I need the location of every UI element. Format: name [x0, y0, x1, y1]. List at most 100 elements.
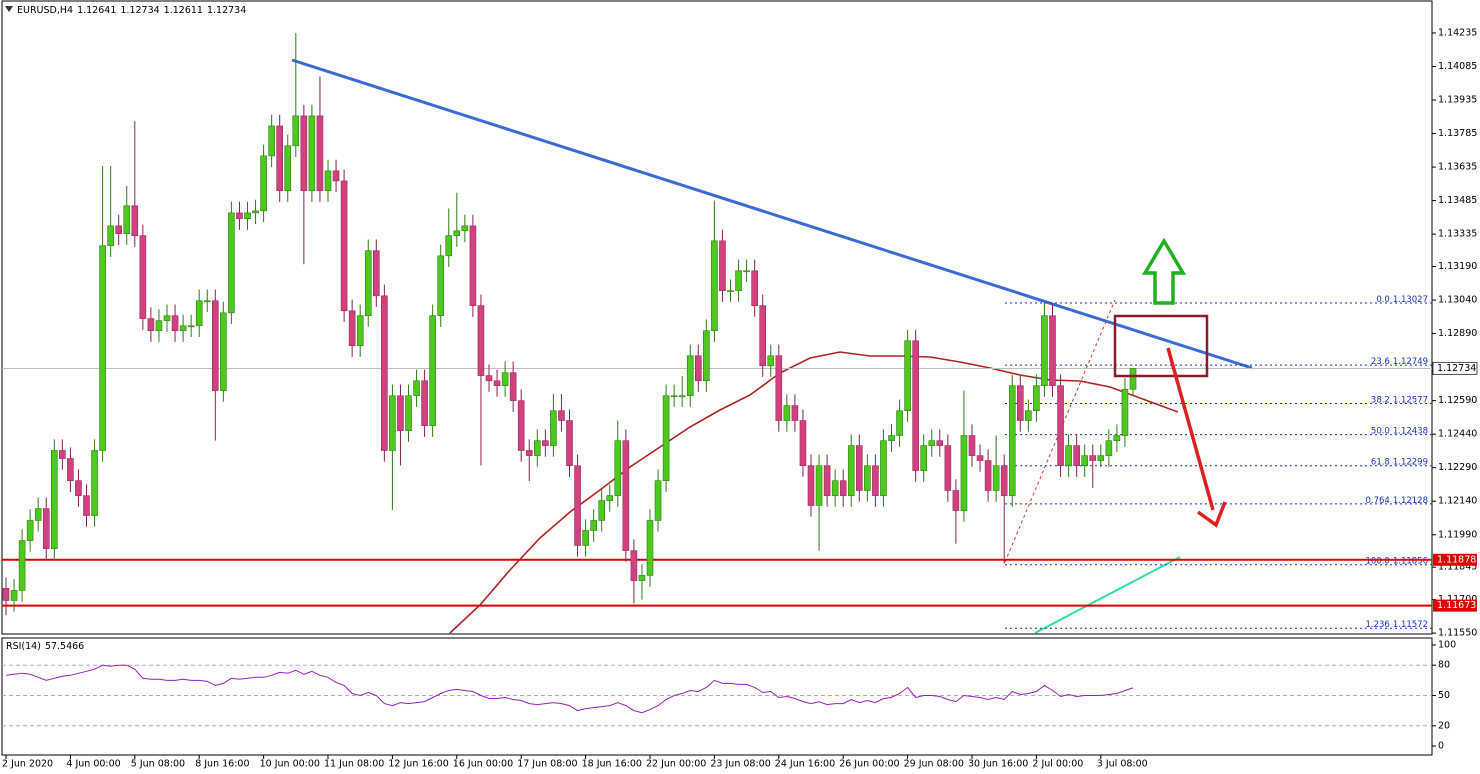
candle-body — [590, 520, 597, 531]
candle-body — [823, 465, 831, 496]
candle-body — [968, 435, 976, 456]
y-tick-label: 1.12890 — [1438, 328, 1477, 339]
candle-body — [855, 445, 863, 491]
level-label: 1.11673 — [1437, 600, 1476, 611]
candle-body — [356, 315, 364, 346]
fib-price: 1.11572 — [1393, 620, 1428, 630]
candle-body — [751, 270, 758, 306]
candle-body — [26, 520, 34, 541]
candle-body — [405, 395, 412, 431]
fib-price: 1.13027 — [1393, 294, 1428, 304]
candle-body — [743, 270, 750, 273]
candle-body — [533, 440, 541, 456]
current-price-box — [1432, 361, 1478, 375]
candle-body — [171, 315, 179, 331]
x-tick-label: 2 Jun 2020 — [2, 759, 53, 770]
fib-price: 1.12749 — [1393, 357, 1428, 367]
candle-body — [542, 440, 549, 446]
up-arrow — [1141, 237, 1187, 305]
candle-body — [493, 380, 501, 386]
y-tick-label: 1.11990 — [1438, 529, 1477, 540]
candle-body — [839, 480, 847, 496]
y-tick-label: 1.14235 — [1438, 27, 1477, 38]
candle-body — [292, 115, 300, 147]
candle-body — [316, 115, 324, 192]
candle-body — [284, 145, 292, 192]
candle-body — [195, 300, 203, 327]
y-tick-label: 1.13935 — [1438, 95, 1477, 106]
candle-body — [364, 250, 372, 317]
candle-body — [1025, 410, 1032, 421]
highlight-box — [1113, 314, 1209, 378]
current-price-label: 1.12734 — [1437, 363, 1476, 374]
candle-body — [719, 240, 726, 291]
candle-body — [1008, 385, 1016, 496]
rsi-header: RSI(14) 57.5466 — [6, 641, 84, 652]
candle-body — [1057, 385, 1064, 466]
candle-body — [799, 420, 807, 466]
candle-body — [509, 372, 517, 401]
candle-body — [976, 455, 984, 461]
candle-body — [735, 270, 742, 291]
candle-body — [348, 310, 356, 346]
candle-body — [381, 295, 388, 451]
rsi-tick-label: 80 — [1438, 660, 1450, 671]
candle-body — [59, 450, 66, 459]
candle-body — [324, 170, 332, 192]
rsi-line — [5, 664, 1134, 714]
candle-body — [1000, 465, 1008, 496]
x-tick-label: 18 Jun 16:00 — [582, 759, 642, 770]
fib-level-label: 50.0 1.12438 — [1371, 426, 1428, 436]
candle-body — [203, 300, 211, 303]
candle-body — [670, 395, 678, 398]
candle-body — [703, 330, 710, 382]
x-tick-label: 12 Jun 16:00 — [388, 759, 448, 770]
candle-body — [936, 440, 944, 446]
fib-price: 1.11856 — [1393, 556, 1428, 566]
x-tick-label: 5 Jun 08:00 — [131, 759, 185, 770]
x-tick-label: 3 Jul 08:00 — [1097, 759, 1148, 770]
candle-body — [18, 540, 26, 591]
candle-body — [1105, 440, 1113, 456]
level-label-box — [1433, 553, 1477, 566]
candle-body — [646, 520, 654, 576]
fib-ratio: 23.6 — [1371, 357, 1390, 367]
header-open: 1.12641 — [77, 5, 116, 16]
candle-body — [179, 325, 187, 331]
y-tick-label: 1.14085 — [1438, 61, 1477, 72]
fib-ratio: 50.0 — [1371, 426, 1390, 436]
candle-body — [880, 440, 887, 496]
x-tick-label: 4 Jun 00:00 — [66, 759, 120, 770]
candle-body — [1121, 388, 1129, 436]
fib-level-label: 38.2 1.12577 — [1371, 395, 1428, 405]
fib-ratio: 100.0 — [1366, 556, 1390, 566]
fib-price: 1.12577 — [1393, 395, 1428, 405]
candle-body — [864, 465, 871, 491]
header-close: 1.12734 — [207, 5, 246, 16]
candle-body — [155, 320, 163, 331]
fib-price: 1.12299 — [1393, 457, 1428, 467]
fib-ratio: 38.2 — [1371, 395, 1390, 405]
candle-body — [437, 255, 445, 317]
candle-body — [1049, 315, 1056, 386]
y-tick-label: 1.11550 — [1438, 628, 1477, 639]
candle-body — [332, 170, 340, 182]
down-arrow-shaft — [1166, 347, 1215, 511]
candle-body — [630, 550, 638, 581]
candle-body — [711, 240, 718, 331]
chart-header: EURUSD,H4 1.12641 1.12734 1.12611 1.12734 — [17, 5, 246, 16]
candle-body — [582, 530, 589, 546]
fib-level-label: 100.0 1.11856 — [1366, 556, 1429, 566]
candle-body — [920, 445, 928, 471]
candle-body — [228, 212, 235, 314]
candle-body — [83, 495, 90, 516]
candle-body — [807, 465, 815, 506]
candle-body — [268, 125, 275, 157]
candle-body — [276, 125, 284, 192]
candle-body — [904, 340, 911, 412]
fib-ratio: 61.8 — [1371, 457, 1390, 467]
candle-body — [984, 460, 992, 491]
candle-body — [574, 465, 581, 546]
y-tick-label: 1.13785 — [1438, 128, 1477, 139]
y-tick-label: 1.12590 — [1438, 395, 1477, 406]
